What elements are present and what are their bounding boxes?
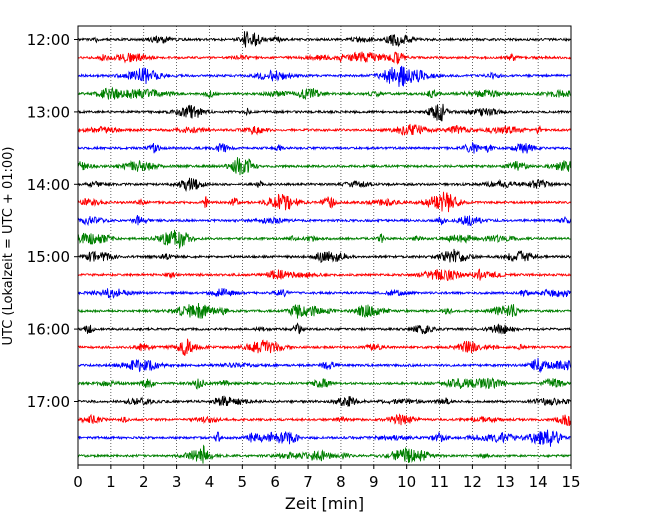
y-axis-ticks: 12:00 13:00 14:00 15:00 16:00 17:00 [27,31,78,411]
x-tick-label: 8 [336,473,346,491]
trace-1545 [77,303,572,319]
x-tick-label: 1 [106,473,116,491]
plot-frame [77,25,572,466]
trace-1515 [77,268,572,282]
x-tick-label: 7 [303,473,313,491]
y-axis-label: UTC (Lokalzeit = UTC + 01:00) [1,147,16,346]
x-tick-label: 12 [463,473,482,491]
trace-1345 [77,157,572,176]
trace-1200 [77,31,572,48]
x-tick-label: 15 [561,473,580,491]
x-tick-label: 13 [496,473,515,491]
y-tick-label: 15:00 [27,248,70,266]
trace-1415 [77,191,572,213]
trace-1430 [77,214,572,227]
x-tick-label: 3 [172,473,182,491]
trace-1215 [77,51,572,66]
y-tick-label: 13:00 [27,103,70,121]
x-tick-label: 5 [238,473,248,491]
trace-1730 [77,429,572,447]
y-tick-label: 14:00 [27,176,70,194]
trace-1300 [77,103,572,122]
trace-1315 [77,123,572,136]
trace-1600 [77,322,572,335]
trace-1230 [77,65,572,87]
x-tick-label: 9 [369,473,379,491]
y-tick-label: 16:00 [27,321,70,339]
trace-1745 [77,444,572,464]
x-tick-label: 0 [73,473,83,491]
trace-1700 [77,395,572,407]
x-axis-label: Zeit [min] [285,494,364,513]
y-tick-label: 12:00 [27,31,70,49]
seismic-traces [77,31,572,464]
x-tick-label: 14 [529,473,548,491]
trace-1500 [77,248,572,264]
x-tick-label: 6 [270,473,280,491]
trace-1530 [77,287,572,300]
trace-1615 [77,338,572,356]
y-tick-label: 17:00 [27,393,70,411]
x-tick-label: 11 [430,473,449,491]
trace-1245 [77,86,572,101]
x-axis-ticks: 0 1 2 3 4 5 6 7 8 9 10 11 12 13 14 15 [73,465,581,491]
x-tick-label: 4 [205,473,215,491]
grid-lines [110,26,539,465]
x-tick-label: 2 [139,473,149,491]
trace-1330 [77,141,572,154]
trace-1715 [77,413,572,427]
trace-1645 [77,376,572,390]
trace-1400 [77,177,572,192]
x-tick-label: 10 [397,473,416,491]
trace-1630 [77,357,572,374]
trace-1445 [77,229,572,250]
